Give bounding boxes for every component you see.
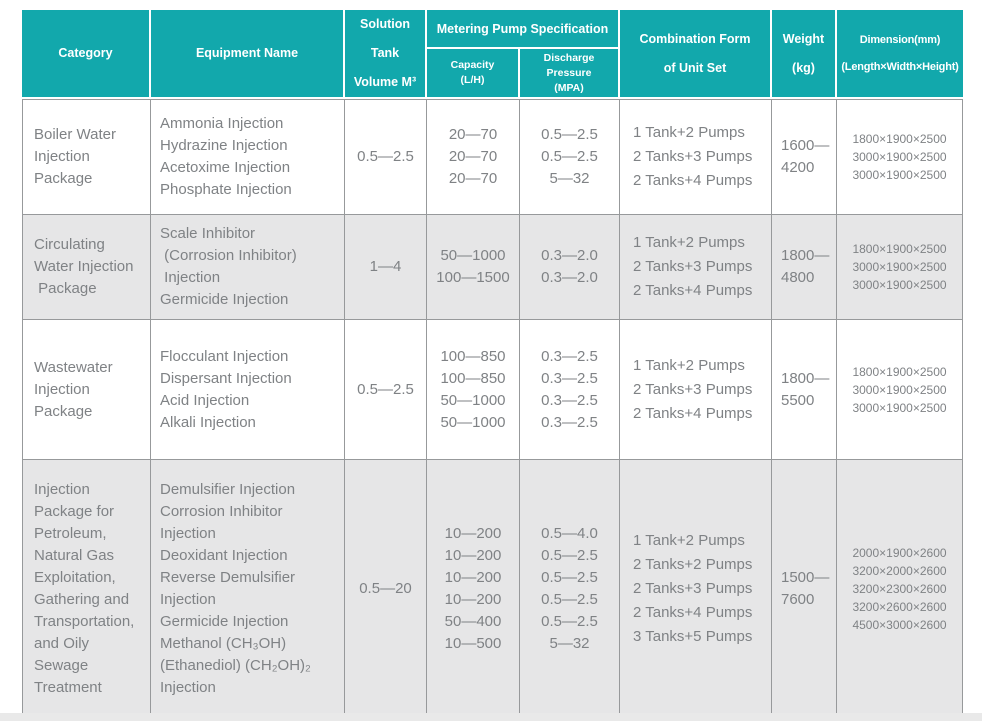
- col-header-equipment-name: Equipment Name: [151, 10, 345, 99]
- cell-equipment: Scale Inhibitor (Corrosion Inhibitor) In…: [151, 215, 345, 320]
- cell-category: Injection Package for Petroleum, Natural…: [22, 460, 151, 719]
- cell-combination: 1 Tank+2 Pumps 2 Tanks+3 Pumps 2 Tanks+4…: [620, 99, 772, 215]
- cell-tank-volume: 1—4: [345, 215, 427, 320]
- table-row-boiler-water: Boiler Water Injection Package Ammonia I…: [22, 99, 963, 215]
- col-header-metering-pump-spec: Metering Pump Specification: [427, 10, 620, 50]
- page-bottom-shadow: [0, 713, 982, 721]
- cell-tank-volume: 0.5—20: [345, 460, 427, 719]
- cell-tank-volume: 0.5—2.5: [345, 320, 427, 460]
- cell-dimension: 1800×1900×2500 3000×1900×2500 3000×1900×…: [837, 320, 963, 460]
- header-row-top: Category Equipment Name Solution Tank Vo…: [22, 10, 963, 99]
- cell-combination: 1 Tank+2 Pumps 2 Tanks+3 Pumps 2 Tanks+4…: [620, 320, 772, 460]
- col-header-dimension: Dimension(mm) (Length×Width×Height): [837, 10, 963, 99]
- header-row-sub: Capacity (L/H) Discharge Pressure (MPA): [22, 49, 963, 99]
- cell-capacity: 50—1000 100—1500: [427, 215, 520, 320]
- cell-capacity: 10—200 10—200 10—200 10—200 50—400 10—50…: [427, 460, 520, 719]
- cell-discharge: 0.5—2.5 0.5—2.5 5—32: [520, 99, 620, 215]
- cell-weight: 1500— 7600: [772, 460, 837, 719]
- cell-combination: 1 Tank+2 Pumps 2 Tanks+2 Pumps 2 Tanks+3…: [620, 460, 772, 719]
- cell-dimension: 2000×1900×2600 3200×2000×2600 3200×2300×…: [837, 460, 963, 719]
- col-header-discharge-pressure: Discharge Pressure (MPA): [520, 49, 620, 99]
- col-header-category: Category: [22, 10, 151, 99]
- table-header: Category Equipment Name Solution Tank Vo…: [22, 10, 963, 99]
- table-row-wastewater: Wastewater Injection Package Flocculant …: [22, 320, 963, 460]
- col-header-solution-tank-volume: Solution Tank Volume M³: [345, 10, 427, 99]
- cell-dimension: 1800×1900×2500 3000×1900×2500 3000×1900×…: [837, 215, 963, 320]
- table-row-petroleum-package: Injection Package for Petroleum, Natural…: [22, 460, 963, 719]
- cell-combination: 1 Tank+2 Pumps 2 Tanks+3 Pumps 2 Tanks+4…: [620, 215, 772, 320]
- col-header-capacity: Capacity (L/H): [427, 49, 520, 99]
- cell-category: Circulating Water Injection Package: [22, 215, 151, 320]
- cell-equipment: Demulsifier Injection Corrosion Inhibito…: [151, 460, 345, 719]
- cell-equipment: Flocculant Injection Dispersant Injectio…: [151, 320, 345, 460]
- cell-capacity: 100—850 100—850 50—1000 50—1000: [427, 320, 520, 460]
- cell-weight: 1600— 4200: [772, 99, 837, 215]
- col-header-combination-form: Combination Form of Unit Set: [620, 10, 772, 99]
- cell-category: Wastewater Injection Package: [22, 320, 151, 460]
- table-body: Boiler Water Injection Package Ammonia I…: [22, 99, 963, 719]
- cell-capacity: 20—70 20—70 20—70: [427, 99, 520, 215]
- table-row-circulating-water: Circulating Water Injection Package Scal…: [22, 215, 963, 320]
- cell-discharge: 0.5—4.0 0.5—2.5 0.5—2.5 0.5—2.5 0.5—2.5 …: [520, 460, 620, 719]
- cell-tank-volume: 0.5—2.5: [345, 99, 427, 215]
- cell-weight: 1800— 5500: [772, 320, 837, 460]
- cell-discharge: 0.3—2.0 0.3—2.0: [520, 215, 620, 320]
- cell-dimension: 1800×1900×2500 3000×1900×2500 3000×1900×…: [837, 99, 963, 215]
- cell-weight: 1800— 4800: [772, 215, 837, 320]
- cell-equipment: Ammonia Injection Hydrazine Injection Ac…: [151, 99, 345, 215]
- cell-category: Boiler Water Injection Package: [22, 99, 151, 215]
- col-header-weight: Weight (kg): [772, 10, 837, 99]
- cell-discharge: 0.3—2.5 0.3—2.5 0.3—2.5 0.3—2.5: [520, 320, 620, 460]
- equipment-spec-table: Category Equipment Name Solution Tank Vo…: [22, 10, 963, 719]
